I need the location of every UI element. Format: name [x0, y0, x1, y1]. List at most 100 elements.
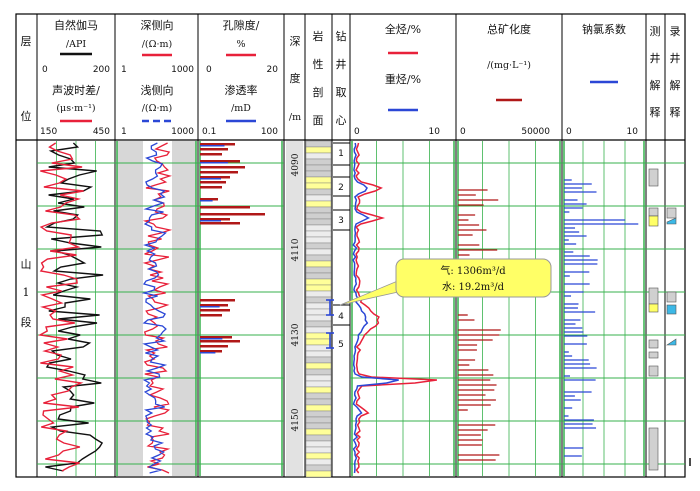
nacl-max: 10 — [627, 127, 639, 137]
litho-header-char: 岩 — [313, 29, 324, 43]
core-number: 4 — [338, 312, 344, 322]
porosity-bar — [200, 171, 238, 174]
litho-bed — [305, 200, 332, 208]
litho-bed — [305, 410, 332, 418]
layer-name-char: 1 — [23, 286, 30, 299]
core-header-char: 井 — [336, 57, 347, 71]
litho-bed — [305, 248, 332, 256]
sal-title: 总矿化度 — [487, 22, 531, 36]
litho-bed — [305, 338, 332, 346]
gr-title: 自然伽马 — [54, 18, 98, 32]
rs-min: 1 — [121, 127, 127, 137]
perm-unit: /mD — [231, 103, 251, 114]
litho-bed — [305, 188, 332, 196]
litho-bed — [305, 278, 332, 286]
litho-bed — [305, 230, 332, 238]
core-markers: 1 2 3 4 5 — [333, 142, 350, 350]
tg-min: 0 — [354, 127, 360, 137]
porosity-bar — [200, 176, 230, 179]
litho-bed — [305, 242, 332, 250]
porosity-bar — [200, 186, 222, 189]
rs-unit: /(Ω·m) — [142, 103, 173, 114]
litho-bed — [305, 362, 332, 370]
hc-title: 重烃/% — [385, 72, 421, 86]
sal-min: 0 — [460, 127, 466, 137]
core-number: 2 — [338, 183, 344, 193]
column-separators — [36, 14, 666, 477]
porosity-bar — [200, 299, 235, 302]
log-interpretation-column — [648, 168, 659, 471]
gr-min: 0 — [42, 65, 48, 75]
porosity-perm-header: 孔隙度/ % 0 20 渗透率 /mD 0.1 100 — [202, 18, 278, 137]
production-callout: 气: 1306m³/d 水: 19.2m³/d — [339, 258, 552, 306]
rd-title: 深侧向 — [141, 18, 174, 32]
mudlog-header: 录 井 解 释 — [670, 25, 681, 119]
perm-bar — [200, 220, 221, 222]
litho-bed — [305, 440, 332, 448]
depth-label: 4090 — [291, 153, 301, 176]
layer-header-char: 位 — [21, 109, 32, 123]
layer-name-char: 段 — [21, 315, 32, 329]
porosity-bar — [200, 336, 232, 339]
litho-bed — [305, 212, 332, 220]
interp-header-char: 井 — [650, 51, 661, 65]
hc-curve — [352, 142, 399, 474]
sal-max: 50000 — [521, 127, 550, 137]
porosity-bar — [200, 181, 226, 184]
porosity-bar — [200, 218, 230, 221]
rd-min: 1 — [121, 65, 127, 75]
perm-bar — [200, 352, 216, 354]
litho-bed — [305, 446, 332, 454]
core-header-char: 钻 — [336, 29, 347, 43]
litho-bed — [305, 140, 332, 148]
interp-header-char: 测 — [650, 25, 661, 38]
litho-bed — [305, 428, 332, 436]
depth-header-char: 深 — [290, 35, 301, 48]
depth-label: 4110 — [291, 238, 301, 261]
interp-header-char: 解 — [650, 78, 661, 92]
shade-strip — [286, 141, 303, 476]
litho-header-char: 性 — [313, 57, 324, 71]
porosity-bar — [200, 153, 222, 156]
litho-bed — [305, 404, 332, 412]
litho-bed — [305, 434, 332, 442]
interp-header: 测 井 解 释 — [650, 25, 661, 119]
perm-max: 100 — [261, 127, 278, 137]
porosity-bar — [200, 213, 265, 216]
litho-bed — [305, 350, 332, 358]
litho-bed — [305, 164, 332, 172]
porosity-bar — [200, 143, 235, 146]
perm-min: 0.1 — [202, 127, 216, 137]
interp-header-char: 释 — [650, 106, 661, 119]
litho-bed — [305, 260, 332, 268]
core-number: 3 — [338, 216, 344, 226]
rd-max: 1000 — [171, 65, 194, 75]
gr-curve — [44, 142, 104, 472]
litho-bed — [305, 368, 332, 376]
porosity-bar — [200, 314, 222, 317]
litho-bed — [305, 314, 332, 322]
shade-strip — [172, 141, 196, 476]
gr-unit: /API — [66, 39, 86, 50]
perforation-markers — [326, 299, 334, 349]
mudlog-header-char: 释 — [670, 106, 681, 119]
perm-bar — [200, 200, 213, 202]
mudlog-header-char: 录 — [670, 25, 681, 38]
nacl-title: 钠氯系数 — [582, 22, 626, 36]
litho-bed — [305, 302, 332, 310]
depth-label: 4150 — [291, 408, 301, 431]
litho-bed — [305, 266, 332, 274]
por-max: 20 — [267, 65, 279, 75]
porosity-bar — [200, 304, 228, 307]
porosity-bar — [200, 160, 240, 163]
ac-min: 150 — [40, 127, 57, 137]
litho-bed — [305, 356, 332, 364]
litho-bed — [305, 206, 332, 214]
litho-header-char: 剖 — [313, 85, 324, 99]
core-header-char: 取 — [336, 86, 347, 99]
lithology-column — [305, 140, 332, 478]
porosity-bar — [200, 222, 240, 225]
ac-max: 450 — [93, 127, 110, 137]
nacl-header: 钠氯系数 0 10 — [566, 22, 638, 137]
